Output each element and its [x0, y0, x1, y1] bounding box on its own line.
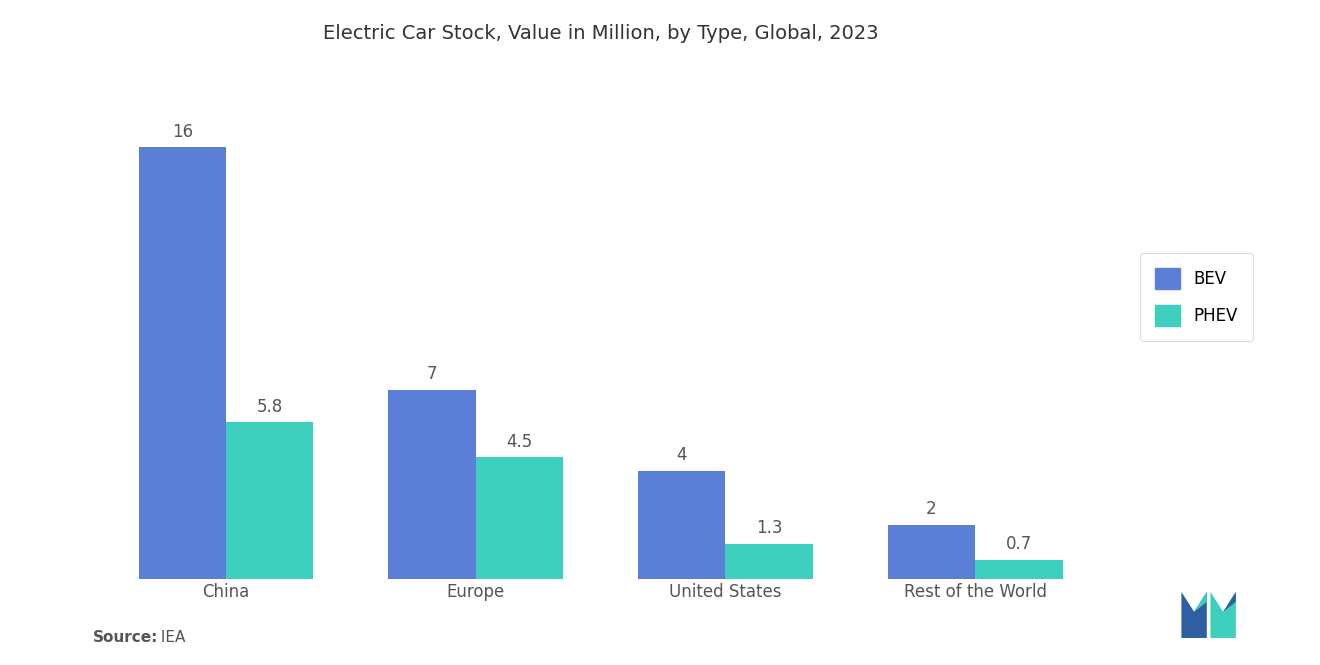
Bar	[975, 560, 1063, 579]
Text: 0.7: 0.7	[1006, 535, 1032, 553]
Text: Source:: Source:	[92, 630, 158, 645]
Polygon shape	[1181, 592, 1206, 638]
Text: 7: 7	[426, 365, 437, 383]
Text: 1.3: 1.3	[756, 519, 783, 537]
Text: 16: 16	[172, 122, 193, 140]
Bar	[475, 458, 564, 579]
Text: 4.5: 4.5	[507, 432, 532, 451]
Bar	[139, 148, 226, 579]
Legend: BEV, PHEV: BEV, PHEV	[1140, 253, 1253, 340]
Polygon shape	[1210, 592, 1236, 638]
Polygon shape	[1224, 592, 1236, 612]
Bar	[726, 543, 813, 579]
Bar	[388, 390, 475, 579]
Polygon shape	[1195, 592, 1206, 612]
Bar	[638, 471, 726, 579]
Bar	[226, 422, 313, 579]
Text: 2: 2	[927, 500, 937, 518]
Text: 5.8: 5.8	[256, 398, 282, 416]
Bar	[888, 525, 975, 579]
Title: Electric Car Stock, Value in Million, by Type, Global, 2023: Electric Car Stock, Value in Million, by…	[323, 24, 878, 43]
Text: 4: 4	[677, 446, 686, 464]
Text: IEA: IEA	[156, 630, 185, 645]
